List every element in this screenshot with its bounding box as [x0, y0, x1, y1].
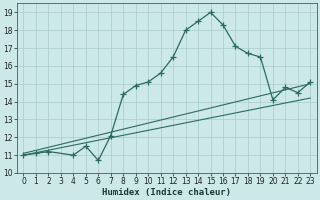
X-axis label: Humidex (Indice chaleur): Humidex (Indice chaleur): [102, 188, 231, 197]
